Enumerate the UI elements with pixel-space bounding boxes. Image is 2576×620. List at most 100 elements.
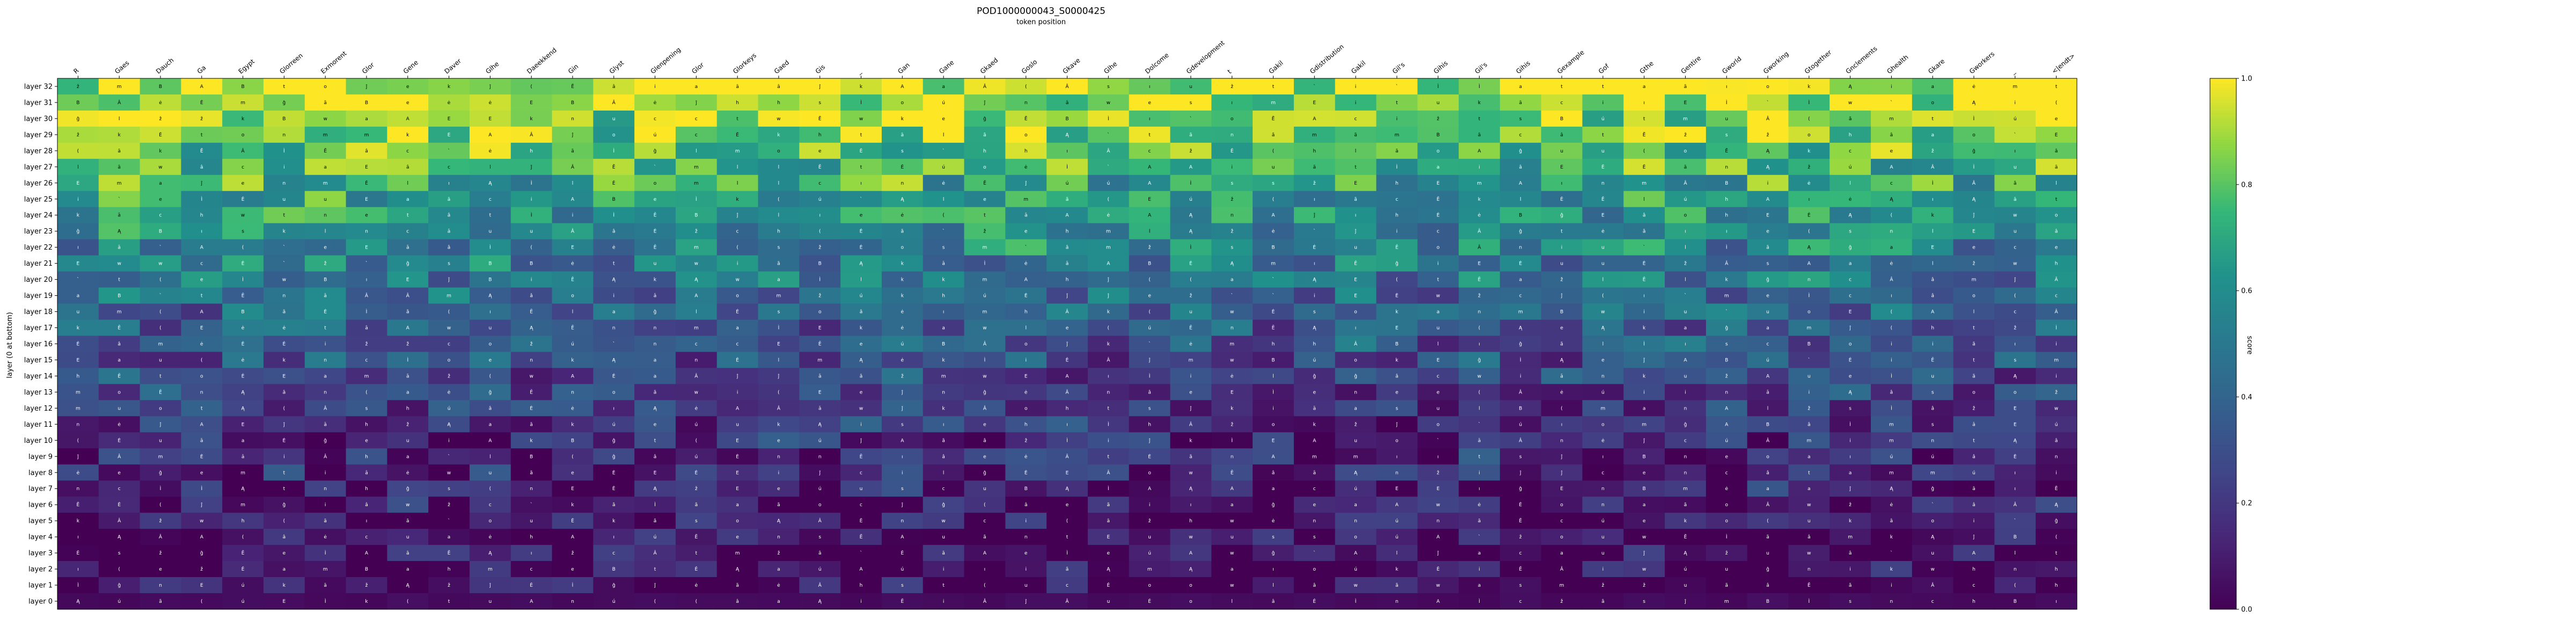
heatmap-cell [1665, 207, 1707, 224]
heatmap-cell-label: i [531, 278, 532, 283]
heatmap-cell [510, 126, 553, 143]
heatmap-cell-label: ž [1231, 197, 1233, 202]
heatmap-cell-label: e [1024, 551, 1028, 556]
heatmap-cell [2036, 94, 2077, 111]
heatmap-cell-label: B [1643, 454, 1646, 459]
heatmap-cell [1005, 94, 1047, 111]
heatmap-cell [634, 126, 676, 143]
heatmap-cell-label: ĝ [489, 390, 492, 395]
heatmap-cell-label: a [1231, 502, 1234, 508]
heatmap-cell-label: A [1725, 406, 1729, 411]
heatmap-cell [923, 223, 965, 240]
heatmap-cell-label: h [530, 149, 533, 154]
heatmap-cell-label: w [1848, 100, 1852, 106]
heatmap-cell [57, 110, 99, 127]
heatmap-cell-label: a [283, 567, 286, 572]
heatmap-cell-label: c [1395, 197, 1398, 202]
heatmap-cell-label: m [364, 374, 369, 379]
heatmap-cell-label: k [77, 213, 80, 218]
heatmap-cell-label: E [1066, 470, 1069, 476]
heatmap-cell-label: Ą [653, 486, 657, 492]
colorbar-segment [2210, 463, 2236, 466]
heatmap-cell [222, 94, 264, 111]
heatmap-cell [222, 158, 264, 176]
heatmap-cell-label: k [1231, 406, 1234, 411]
heatmap-cell-label: ` [159, 293, 162, 299]
heatmap-cell-label: t [736, 116, 738, 122]
heatmap-cell-label: o [571, 294, 574, 299]
heatmap-cell [304, 207, 347, 224]
heatmap-cell-label: ã [1766, 535, 1769, 540]
heatmap-cell-label: A [200, 535, 204, 540]
colorbar-segment [2210, 335, 2236, 339]
heatmap-cell-label: Â [159, 534, 163, 540]
heatmap-cell-label: ` [283, 261, 286, 267]
heatmap-cell-label: h [1024, 310, 1028, 315]
heatmap-cell-label: u [489, 599, 492, 604]
heatmap-cell-label: c [118, 486, 121, 492]
heatmap-cell-label: E [1560, 486, 1563, 492]
heatmap-cell [140, 174, 181, 192]
heatmap-cell-label: n [77, 422, 80, 427]
heatmap-cell [1170, 207, 1212, 224]
heatmap-cell-label: Ĕ [200, 148, 203, 154]
heatmap-cell-label: n [283, 133, 286, 138]
heatmap-cell-label: ` [1396, 84, 1399, 90]
heatmap-cell-label: t [654, 567, 656, 572]
heatmap-cell-label: Â [365, 293, 369, 299]
heatmap-cell-label: u [1931, 374, 1934, 379]
colorbar-segment [2210, 386, 2236, 390]
heatmap-cell-label: i [1025, 358, 1027, 363]
heatmap-cell-label: o [1231, 116, 1234, 122]
heatmap-cell-label: i [1108, 438, 1109, 443]
heatmap-cell-label: ú [654, 535, 657, 540]
heatmap-cell-label: t [696, 551, 698, 556]
heatmap-cell-label: l [1272, 583, 1274, 588]
x-tick-label: Gdistribution [1308, 43, 1345, 76]
heatmap-cell-label: ú [1931, 454, 1934, 459]
colorbar-segment [2210, 211, 2236, 214]
heatmap-cell-label: Ì [613, 148, 614, 154]
heatmap-cell-label: e [1849, 374, 1852, 379]
heatmap-cell-label: w [1436, 502, 1440, 508]
x-tick-label: Gworkers [1968, 50, 1996, 75]
heatmap-cell-label: l [119, 116, 120, 122]
heatmap-cell [181, 174, 223, 192]
heatmap-cell-label: E [489, 116, 492, 122]
heatmap-cell [593, 158, 635, 176]
heatmap-cell-label: ž [1561, 599, 1563, 604]
heatmap-cell [263, 191, 305, 208]
colorbar-segment [2210, 285, 2236, 289]
heatmap-cell-label: c [695, 133, 698, 138]
heatmap-cell-label: Ė [200, 454, 203, 459]
heatmap-cell-label: o [736, 294, 739, 299]
heatmap-cell [304, 78, 347, 95]
colorbar-segment [2210, 123, 2236, 127]
heatmap-cell-label: t [984, 213, 986, 218]
heatmap-cell-label: â [1313, 583, 1316, 588]
heatmap-cell [57, 94, 99, 111]
heatmap-cell-label: ž [1190, 149, 1192, 154]
heatmap-cell-label: e [406, 100, 409, 106]
heatmap-cell-label: n [1354, 390, 1357, 395]
heatmap-cell-label: ( [159, 278, 162, 283]
heatmap-cell-label: B [530, 261, 533, 267]
colorbar-segment [2210, 208, 2236, 211]
colorbar-segment [2210, 277, 2236, 281]
heatmap-cell [1087, 126, 1130, 143]
heatmap-cell-label: ž [1931, 149, 1934, 154]
heatmap-cell [1129, 191, 1171, 208]
heatmap-cell [510, 191, 553, 208]
heatmap-cell-label: ã [324, 100, 327, 106]
heatmap-cell-label: s [448, 261, 450, 267]
heatmap-cell [1376, 110, 1418, 127]
heatmap-cell-label: ( [1643, 149, 1645, 154]
heatmap-cell [1293, 142, 1336, 159]
heatmap-cell-label: ú [241, 583, 245, 588]
heatmap-cell-label: Ĕ [1437, 196, 1440, 202]
colorbar-segment [2210, 434, 2236, 437]
heatmap-cell-label: c [1725, 470, 1728, 476]
heatmap-cell-label: E [1313, 100, 1316, 106]
heatmap-cell-label: a [777, 278, 780, 283]
heatmap-cell-label: e [1024, 229, 1028, 235]
